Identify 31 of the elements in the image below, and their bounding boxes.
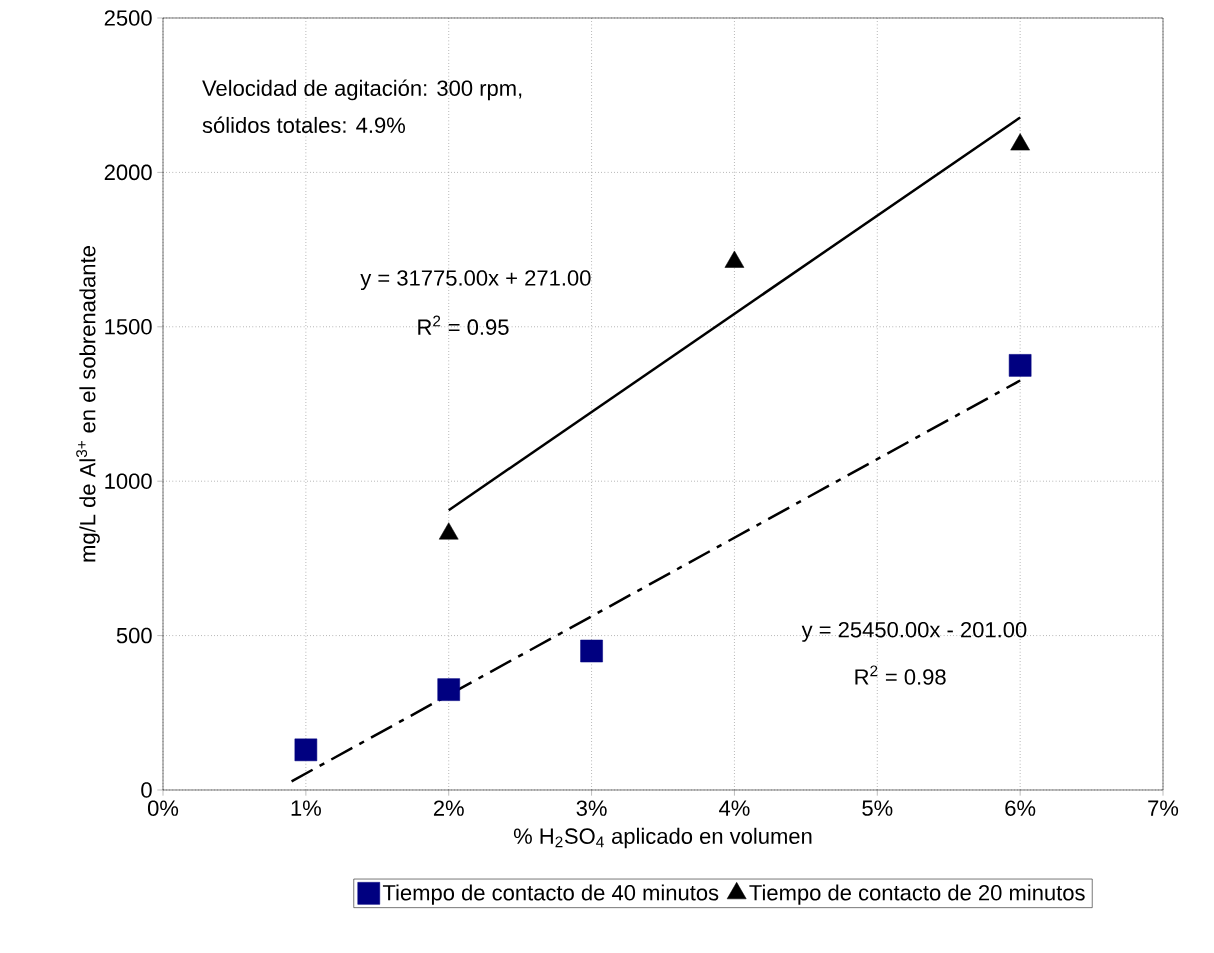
x-tick-label: 6% <box>1005 800 1036 816</box>
x-tick-label: 0% <box>147 800 179 816</box>
y-tick-label: 0 <box>141 782 152 798</box>
x-tick-label: 2% <box>433 800 464 816</box>
y-axis-title: mg/L de Al$^{3+}$ en el sobrenadante <box>76 246 100 562</box>
x-tick-label: 7% <box>1148 800 1179 816</box>
point <box>294 738 318 762</box>
point <box>438 522 459 540</box>
point <box>437 678 460 701</box>
x-tick-label: 3% <box>576 800 607 816</box>
legend-label: Tiempo de contacto de 20 minutos <box>749 884 1085 905</box>
point <box>1008 354 1032 377</box>
annotation: Velocidad de agitación: 300 rpm, <box>202 79 522 101</box>
y-tick-label: 2000 <box>104 164 152 181</box>
x-tick-label: 5% <box>862 800 893 816</box>
annotation: y = 31775.00x + 271.00 <box>360 270 591 291</box>
y-tick-label: 500 <box>116 627 152 644</box>
annotation: sólidos totales: 4.9% <box>202 116 406 134</box>
annotation: R$^{2}$ = 0.98 <box>855 665 946 685</box>
point <box>724 250 745 268</box>
x-axis-title: % H$_{2}$SO$_{4}$ aplicado en volumen <box>513 827 812 849</box>
x-tick-label: 1% <box>291 800 321 816</box>
y-tick-label: 1000 <box>105 473 152 489</box>
annotation: R$^{2}$ = 0.95 <box>418 315 509 335</box>
point <box>1010 133 1030 151</box>
y-tick-label: 1500 <box>105 318 152 335</box>
point <box>580 639 603 663</box>
y-tick-label: 2500 <box>104 10 152 26</box>
annotation: y = 25450.00x - 201.00 <box>801 621 1027 642</box>
legend-label: Tiempo de contacto de 40 minutos <box>382 884 719 905</box>
x-tick-label: 4% <box>719 800 750 816</box>
